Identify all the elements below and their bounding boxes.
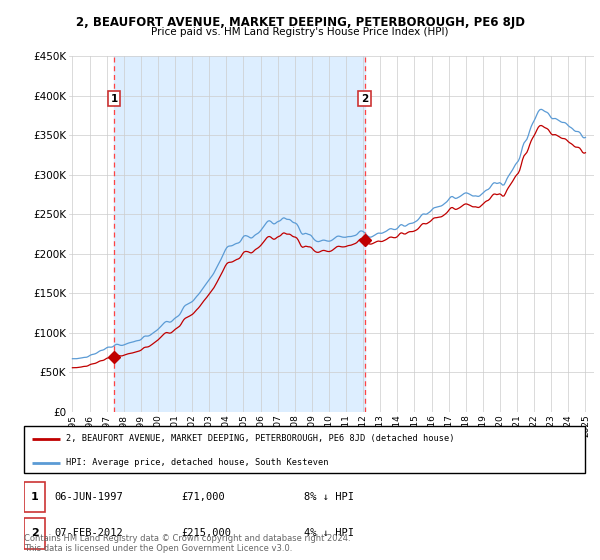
- Text: 2, BEAUFORT AVENUE, MARKET DEEPING, PETERBOROUGH, PE6 8JD (detached house): 2, BEAUFORT AVENUE, MARKET DEEPING, PETE…: [66, 435, 455, 444]
- Text: 1: 1: [110, 94, 118, 104]
- Text: Price paid vs. HM Land Registry's House Price Index (HPI): Price paid vs. HM Land Registry's House …: [151, 27, 449, 37]
- Text: HPI: Average price, detached house, South Kesteven: HPI: Average price, detached house, Sout…: [66, 458, 329, 467]
- Text: 1: 1: [31, 492, 38, 502]
- Text: 07-FEB-2012: 07-FEB-2012: [55, 529, 124, 538]
- FancyBboxPatch shape: [24, 518, 46, 549]
- Text: 2: 2: [361, 94, 368, 104]
- Text: Contains HM Land Registry data © Crown copyright and database right 2024.
This d: Contains HM Land Registry data © Crown c…: [24, 534, 350, 553]
- Text: 06-JUN-1997: 06-JUN-1997: [55, 492, 124, 502]
- FancyBboxPatch shape: [24, 426, 585, 473]
- FancyBboxPatch shape: [24, 482, 46, 512]
- Text: £71,000: £71,000: [181, 492, 225, 502]
- Text: 2: 2: [31, 529, 38, 538]
- Text: 8% ↓ HPI: 8% ↓ HPI: [305, 492, 355, 502]
- Text: 2, BEAUFORT AVENUE, MARKET DEEPING, PETERBOROUGH, PE6 8JD: 2, BEAUFORT AVENUE, MARKET DEEPING, PETE…: [76, 16, 524, 29]
- Text: 4% ↓ HPI: 4% ↓ HPI: [305, 529, 355, 538]
- Text: £215,000: £215,000: [181, 529, 231, 538]
- Bar: [114, 56, 365, 412]
